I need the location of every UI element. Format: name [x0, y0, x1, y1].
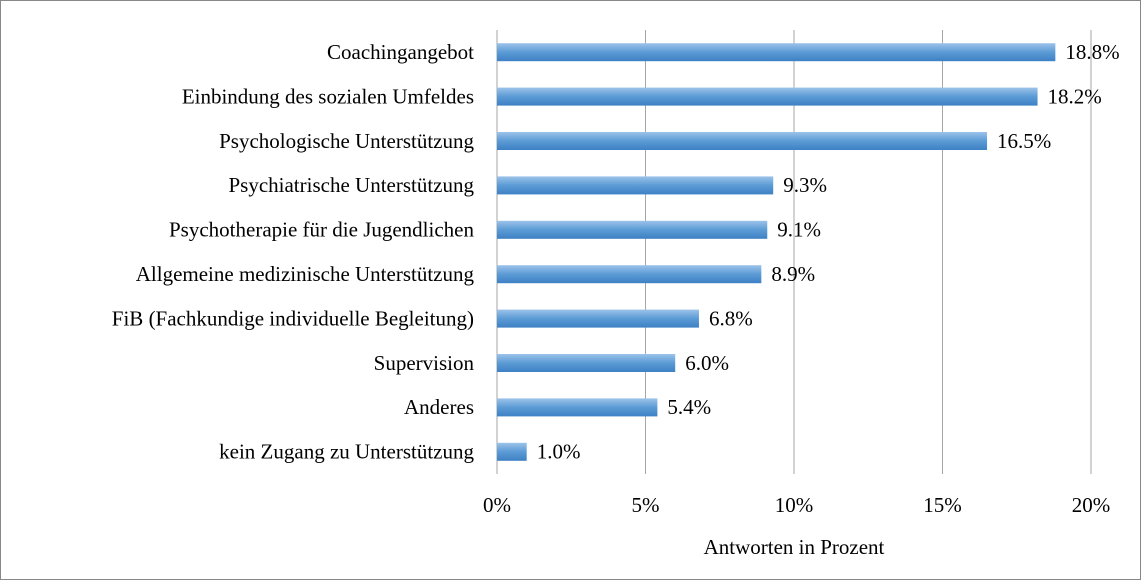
data-label: 1.0%	[537, 440, 581, 464]
data-label: 16.5%	[997, 129, 1051, 153]
data-label: 18.2%	[1048, 84, 1102, 108]
y-tick-label: kein Zugang zu Unterstützung	[219, 440, 474, 464]
bar	[497, 132, 988, 150]
data-label: 6.8%	[709, 306, 753, 330]
bar	[497, 309, 699, 328]
y-tick-label: Psychologische Unterstützung	[219, 129, 474, 153]
bar	[497, 442, 527, 461]
y-tick-label: FiB (Fachkundige individuelle Begleitung…	[112, 306, 474, 330]
x-axis-title: Antworten in Prozent	[704, 535, 885, 559]
y-tick-label: Psychotherapie für die Jugendlichen	[169, 218, 474, 242]
x-tick-label: 0%	[483, 493, 511, 517]
y-tick-label: Allgemeine medizinische Unterstützung	[136, 262, 475, 286]
data-label: 18.8%	[1065, 40, 1119, 64]
bar	[497, 354, 676, 372]
y-tick-label: Einbindung des sozialen Umfeldes	[182, 84, 474, 108]
data-label: 9.3%	[783, 173, 827, 197]
bar	[497, 220, 768, 239]
bar	[497, 43, 1056, 62]
data-label: 8.9%	[771, 262, 815, 286]
y-tick-label: Coachingangebot	[327, 40, 474, 64]
x-tick-label: 20%	[1072, 493, 1111, 517]
data-label: 6.0%	[685, 351, 729, 375]
bar	[497, 398, 658, 417]
bar	[497, 176, 774, 195]
data-label: 9.1%	[777, 218, 821, 242]
bar	[497, 265, 762, 284]
x-tick-label: 15%	[923, 493, 962, 517]
data-label: 5.4%	[667, 395, 711, 419]
x-tick-label: 10%	[775, 493, 814, 517]
x-tick-label: 5%	[632, 493, 660, 517]
bar	[497, 87, 1038, 106]
y-tick-label: Anderes	[404, 395, 474, 419]
y-tick-label: Supervision	[374, 351, 475, 375]
y-tick-label: Psychiatrische Unterstützung	[228, 173, 474, 197]
